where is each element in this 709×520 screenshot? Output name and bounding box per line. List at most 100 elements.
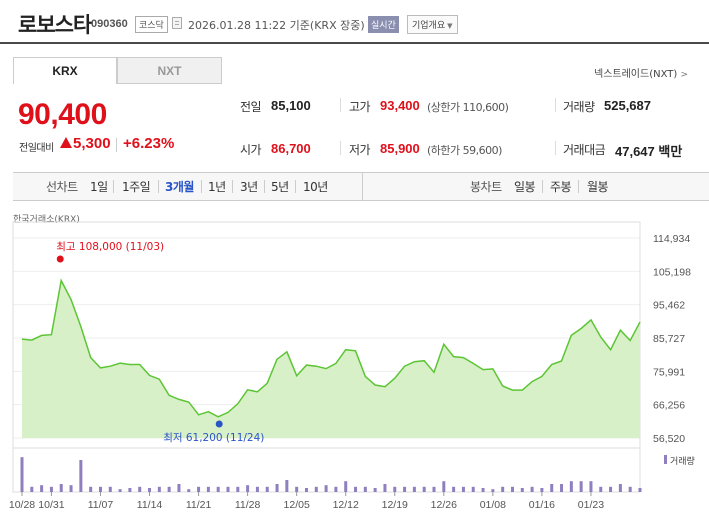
company-info-label: 기업개요	[412, 21, 446, 31]
x-tick-label: 12/12	[333, 499, 359, 511]
price-chart[interactable]: 114,934 105,198 95,462 85,727 75,991 66,256 56…	[0, 220, 709, 520]
volume-bar	[452, 486, 456, 492]
volume-bar	[344, 481, 348, 492]
caret-down-icon: ▼	[447, 22, 453, 30]
stock-header	[0, 0, 709, 44]
volume-bar	[638, 488, 642, 492]
volume-bar	[422, 486, 426, 492]
x-tick-label: 11/14	[137, 499, 163, 511]
volume-bar	[569, 481, 573, 492]
nxt-link-label: 넥스트레이드(NXT)	[594, 69, 678, 80]
open-value: 86,700	[271, 141, 311, 156]
period-3m[interactable]: 3개월	[165, 180, 194, 194]
volume-bar	[20, 457, 24, 492]
prev-close-label: 전일	[240, 100, 262, 114]
period-1y[interactable]: 1년	[208, 180, 226, 194]
amount-label: 거래대금	[563, 143, 606, 157]
company-info-button[interactable]: 기업개요 ▼	[407, 15, 458, 34]
period-10y[interactable]: 10년	[303, 180, 328, 194]
volume-bar	[40, 485, 44, 492]
divider	[555, 98, 556, 112]
volume-bar	[265, 486, 269, 492]
period-bar	[13, 172, 709, 201]
candle-daily[interactable]: 일봉	[514, 180, 536, 194]
volume-bar	[275, 484, 279, 492]
volume-bar	[609, 486, 613, 492]
divider	[264, 180, 265, 193]
tab-krx[interactable]: KRX	[13, 57, 117, 84]
volume-bar	[216, 486, 220, 492]
divider	[113, 180, 114, 193]
volume-bar	[49, 486, 53, 492]
volume-bar	[89, 486, 93, 492]
candle-weekly[interactable]: 주봉	[550, 180, 572, 194]
y-tick-label: 85,727	[653, 333, 685, 345]
divider	[232, 180, 233, 193]
document-icon[interactable]	[172, 17, 182, 29]
volume-bar	[334, 486, 338, 492]
volume-bar	[599, 486, 603, 492]
min-marker	[215, 420, 223, 428]
change-value: 5,300	[73, 135, 111, 152]
x-tick-label: 10/28	[9, 499, 35, 511]
volume-bar	[285, 480, 289, 492]
volume-bar	[471, 486, 475, 492]
period-3y[interactable]: 3년	[240, 180, 258, 194]
low-value: 85,900	[380, 141, 420, 156]
up-triangle-icon	[60, 137, 72, 148]
candle-monthly[interactable]: 월봉	[587, 180, 609, 194]
volume-bar	[98, 486, 102, 492]
volume-bar	[579, 481, 583, 492]
y-tick-label: 114,934	[653, 233, 690, 245]
volume-bar	[540, 488, 544, 492]
stock-code: 090360	[91, 18, 128, 30]
volume-bar	[187, 489, 191, 492]
volume-bar	[295, 486, 299, 492]
divider	[201, 180, 202, 193]
change-rate: +6.23%	[123, 135, 175, 152]
volume-bar	[560, 484, 564, 492]
x-tick-label: 12/26	[431, 499, 457, 511]
volume-bar	[236, 486, 240, 492]
volume-bar	[324, 485, 328, 492]
upper-limit: (상한가 110,600)	[427, 101, 509, 114]
high-value: 93,400	[380, 98, 420, 113]
divider	[295, 180, 296, 193]
min-label: 최저 61,200 (11/24)	[163, 432, 264, 444]
volume-bar	[197, 486, 201, 492]
divider	[555, 141, 556, 155]
nxt-link[interactable]: 넥스트레이드(NXT) >	[594, 65, 688, 80]
volume-bar	[128, 488, 132, 492]
timestamp: 2026.01.28 11:22 기준(KRX 장중)	[188, 19, 365, 32]
market-badge: 코스닥	[135, 16, 168, 33]
period-1d[interactable]: 1일	[90, 180, 108, 194]
candle-chart-label: 봉차트	[470, 180, 502, 194]
volume-bar	[628, 486, 632, 492]
volume-bar	[373, 488, 377, 492]
volume-bar	[501, 486, 505, 492]
prev-close-value: 85,100	[271, 98, 311, 113]
volume-bar	[412, 486, 416, 492]
divider	[340, 141, 341, 155]
y-tick-label: 95,462	[653, 300, 685, 312]
volume-bar	[461, 486, 465, 492]
tab-nxt[interactable]: NXT	[117, 57, 222, 84]
x-tick-label: 01/23	[578, 499, 604, 511]
volume-bar	[442, 481, 446, 492]
volume-bar	[108, 486, 112, 492]
volume-bar	[520, 488, 524, 492]
period-5y[interactable]: 5년	[271, 180, 289, 194]
volume-bar	[481, 488, 485, 492]
x-tick-label: 10/31	[38, 499, 64, 511]
current-price: 90,400	[18, 98, 107, 131]
chevron-right-icon: >	[680, 70, 689, 80]
volume-bar	[618, 484, 622, 492]
volume-legend-swatch	[664, 455, 667, 464]
volume-bar	[530, 486, 534, 492]
volume-bar	[589, 481, 593, 492]
volume-bar	[177, 484, 181, 492]
divider	[340, 98, 341, 112]
period-1w[interactable]: 1주일	[122, 180, 151, 194]
volume-bar	[69, 485, 73, 492]
volume-bar	[491, 489, 495, 492]
